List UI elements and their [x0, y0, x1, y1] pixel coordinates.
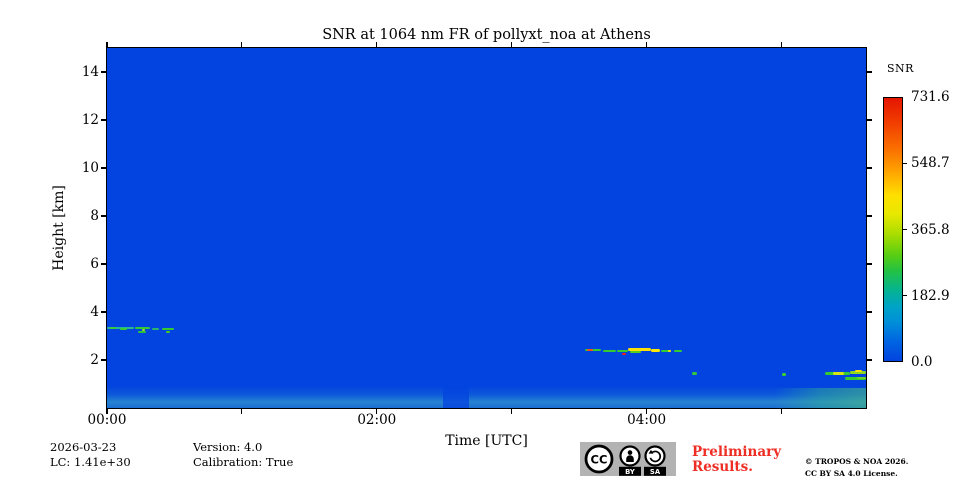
x-tick-top — [241, 42, 243, 47]
aerosol-feature — [622, 352, 627, 355]
copyright-line1: © TROPOS & NOA 2026. — [805, 457, 909, 466]
aerosol-feature — [109, 326, 117, 329]
aerosol-feature — [587, 349, 593, 352]
aerosol-feature — [120, 327, 128, 330]
x-tick-top — [780, 42, 783, 47]
lidar-constant: LC: 1.41e+30 — [50, 455, 131, 469]
aerosol-feature — [661, 349, 671, 352]
copyright-note: © TROPOS & NOA 2026. CC BY SA 4.0 Licens… — [805, 456, 908, 480]
y-tick-label: 6 — [90, 256, 99, 272]
x-tick-label: 00:00 — [87, 412, 127, 428]
cc-label: CC — [591, 453, 608, 467]
y-tick-right — [867, 263, 872, 265]
aerosol-feature — [162, 327, 175, 330]
y-tick-left — [101, 359, 106, 361]
y-tick-right — [867, 119, 872, 121]
y-tick-label: 14 — [81, 64, 99, 80]
colorbar-tick-label: 548.7 — [911, 155, 950, 172]
y-tick-left — [101, 311, 106, 313]
x-tick-bottom — [511, 409, 513, 414]
aerosol-feature — [844, 377, 866, 381]
x-axis-label: Time [UTC] — [445, 433, 528, 449]
aerosol-feature — [584, 349, 601, 352]
aerosol-feature — [151, 328, 159, 331]
y-tick-left — [101, 71, 106, 73]
by-label: BY — [625, 468, 635, 476]
colorbar-tick-label: 365.8 — [911, 221, 950, 238]
aerosol-feature — [692, 371, 697, 375]
aerosol-feature — [616, 350, 628, 353]
aerosol-feature — [832, 371, 844, 375]
preliminary-line2: Results. — [692, 459, 753, 475]
aerosol-feature — [668, 349, 671, 352]
x-tick-top — [106, 42, 108, 47]
y-tick-left — [101, 119, 106, 121]
heatmap-plot-area — [106, 47, 867, 409]
y-tick-label: 8 — [90, 208, 99, 224]
aerosol-feature — [627, 348, 651, 352]
sa-arrow-icon — [644, 445, 666, 467]
aerosol-feature — [603, 349, 616, 352]
y-tick-label: 12 — [81, 112, 99, 128]
version-text: Version: 4.0 — [193, 440, 263, 454]
aerosol-feature — [781, 373, 787, 377]
x-tick-top — [511, 42, 513, 47]
near-ground-band-green-tint — [774, 388, 866, 408]
y-tick-right — [867, 167, 872, 169]
x-tick-bottom — [106, 409, 108, 414]
x-tick-bottom — [646, 409, 648, 414]
y-tick-label: 2 — [90, 352, 99, 368]
near-ground-signal-band — [107, 386, 866, 408]
aerosol-feature — [135, 327, 151, 330]
aerosol-feature — [630, 351, 642, 354]
cc-circle-icon — [584, 444, 614, 474]
colorbar-tick — [903, 162, 907, 164]
y-tick-left — [101, 215, 106, 217]
x-tick-bottom — [376, 409, 378, 414]
colorbar-tick — [903, 228, 907, 231]
aerosol-feature — [165, 331, 170, 334]
cc-by-sa-badge: CC BY SA — [580, 442, 676, 476]
aerosol-feature — [855, 370, 863, 373]
aerosol-feature — [650, 348, 661, 352]
colorbar — [883, 97, 903, 362]
aerosol-feature — [138, 330, 147, 333]
x-tick-label: 02:00 — [357, 412, 397, 428]
y-tick-right — [867, 71, 872, 73]
sa-label: SA — [650, 468, 661, 476]
preliminary-line1: Preliminary — [692, 444, 782, 460]
y-tick-left — [101, 167, 106, 169]
x-tick-top — [646, 42, 648, 47]
colorbar-tick-label: 731.6 — [911, 89, 950, 105]
y-tick-right — [867, 311, 872, 313]
x-tick-bottom — [780, 409, 783, 414]
colorbar-tick — [903, 295, 907, 297]
cc-by-sa-badge-graphic: CC BY SA — [584, 444, 666, 476]
copyright-line2: CC BY SA 4.0 License. — [805, 469, 898, 478]
calibration-text: Calibration: True — [193, 455, 294, 469]
aerosol-feature — [857, 376, 866, 379]
y-tick-label: 4 — [90, 304, 99, 320]
x-tick-bottom — [241, 409, 243, 414]
measurement-date: 2026-03-23 — [50, 440, 117, 454]
y-tick-right — [867, 215, 872, 217]
colorbar-tick-label: 182.9 — [911, 287, 950, 304]
colorbar-title: SNR — [887, 62, 914, 75]
y-tick-left — [101, 263, 106, 265]
aerosol-feature — [673, 350, 682, 353]
y-tick-right — [867, 359, 872, 361]
colorbar-tick-label: 0.0 — [911, 354, 933, 370]
x-tick-label: 04:00 — [627, 412, 667, 428]
preliminary-results-note: Preliminary Results. — [692, 445, 781, 475]
data-gap-region — [442, 386, 469, 408]
aerosol-feature — [142, 329, 146, 332]
y-tick-label: 10 — [81, 160, 99, 176]
x-tick-top — [376, 42, 378, 47]
plot-title: SNR at 1064 nm FR of pollyxt_noa at Athe… — [322, 27, 651, 43]
